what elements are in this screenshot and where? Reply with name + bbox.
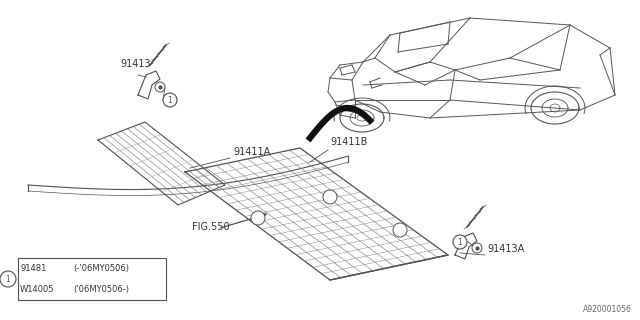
Text: 91411A: 91411A [233,147,270,157]
Circle shape [0,271,16,287]
Text: 91411B: 91411B [330,137,367,147]
Circle shape [155,82,165,92]
Text: W14005: W14005 [20,285,54,294]
Text: (’06MY0506-): (’06MY0506-) [73,285,129,294]
Circle shape [163,93,177,107]
Circle shape [472,243,482,253]
Text: 1: 1 [6,275,10,284]
Text: 91413A: 91413A [487,244,524,254]
Circle shape [251,211,265,225]
Text: 1: 1 [458,237,462,246]
Bar [18,258,166,300]
Circle shape [453,235,467,249]
Text: 1: 1 [168,95,172,105]
Text: 91413: 91413 [120,59,150,69]
Text: FIG.550: FIG.550 [192,222,230,232]
Circle shape [393,223,407,237]
Circle shape [323,190,337,204]
Text: 91481: 91481 [20,264,46,273]
Text: A920001056: A920001056 [583,305,632,314]
Text: (-’06MY0506): (-’06MY0506) [73,264,129,273]
